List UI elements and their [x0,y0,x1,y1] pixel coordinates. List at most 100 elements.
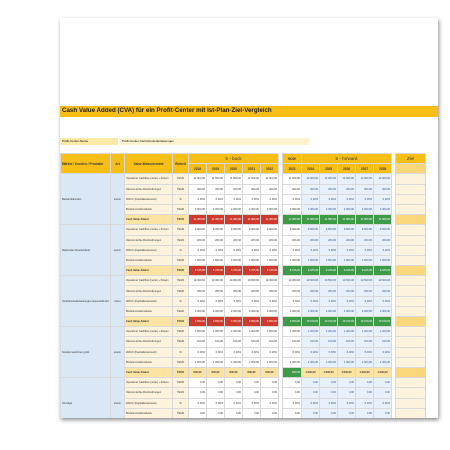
value-cell[interactable]: 1.500,00 [242,254,262,267]
value-cell[interactable]: 9.000,00 [206,224,226,236]
value-cell[interactable]: 0,00 [188,407,208,418]
now-cell[interactable]: 6,00% [282,397,303,409]
value-cell[interactable]: 250,00 [242,285,262,297]
value-cell[interactable]: 100,00 [242,336,262,348]
now-cell[interactable]: 1.000,00 [282,356,303,368]
ziel-cell[interactable] [395,356,427,368]
forecast-cell[interactable]: 10.150,00 [355,315,375,328]
forecast-cell[interactable]: 6,00% [337,346,357,358]
forecast-cell[interactable]: 6,00% [319,193,339,205]
forecast-cell[interactable]: 6,00% [301,346,321,358]
value-cell[interactable]: 0,00 [224,387,244,399]
forecast-cell[interactable]: 200,00 [301,234,321,246]
forecast-cell[interactable]: 0,00 [373,387,393,399]
value-cell[interactable]: 250,00 [188,285,208,297]
now-cell[interactable]: 2.000,00 [282,305,303,318]
now-cell[interactable]: 10.000,00 [282,275,303,287]
forecast-cell[interactable]: 5,00% [337,295,357,307]
value-cell[interactable]: 11.080,00 [224,214,244,226]
value-cell[interactable]: 11.500,00 [260,173,280,185]
value-cell[interactable]: 0,00 [188,387,208,399]
ziel-cell[interactable] [395,397,427,409]
value-cell[interactable]: 5,00% [188,295,208,307]
now-cell[interactable]: 250,00 [282,285,303,297]
value-cell[interactable]: 840,00 [188,366,208,379]
value-cell[interactable]: 2.000,00 [260,203,280,216]
forecast-cell[interactable]: 1.200,00 [301,326,321,338]
value-cell[interactable]: 100,00 [224,336,244,348]
value-cell[interactable]: 6,00% [188,193,208,205]
forecast-cell[interactable]: 6,00% [355,193,375,205]
value-cell[interactable]: 8.725,00 [242,265,262,277]
forecast-cell[interactable]: 9.500,00 [373,224,393,236]
forecast-cell[interactable]: 2.000,00 [337,305,357,318]
ziel-cell[interactable] [395,315,427,328]
value-cell[interactable]: 1.500,00 [206,254,226,267]
value-cell[interactable]: 5,00% [188,244,208,256]
ziel-cell[interactable] [395,346,427,358]
value-cell[interactable]: 0,00 [206,387,226,399]
value-cell[interactable]: 2.000,00 [188,203,208,216]
forecast-cell[interactable]: 300,00 [373,183,393,195]
value-cell[interactable]: 0,00 [224,407,244,418]
forecast-cell[interactable]: 10.500,00 [373,275,393,287]
forecast-cell[interactable]: 100,00 [373,336,393,348]
forecast-cell[interactable]: 6,00% [319,397,339,409]
ziel-cell[interactable] [395,173,427,185]
forecast-cell[interactable]: 6,00% [337,193,357,205]
value-cell[interactable]: 8.725,00 [188,265,208,277]
forecast-cell[interactable]: 11.580,00 [337,214,357,226]
value-cell[interactable]: 100,00 [206,336,226,348]
forecast-cell[interactable]: 1.500,00 [301,254,321,267]
forecast-cell[interactable]: 12.000,00 [355,173,375,185]
value-cell[interactable]: 2.000,00 [188,305,208,318]
forecast-cell[interactable]: 5,00% [373,244,393,256]
forecast-cell[interactable]: 10.500,00 [319,275,339,287]
forecast-cell[interactable]: 5,00% [319,295,339,307]
ziel-cell[interactable] [395,295,427,307]
value-cell[interactable]: 2.000,00 [224,203,244,216]
forecast-cell[interactable]: 5,00% [319,244,339,256]
forecast-cell[interactable]: 6,00% [373,346,393,358]
value-cell[interactable]: 1.000,00 [260,356,280,368]
value-cell[interactable]: 250,00 [206,285,226,297]
forecast-cell[interactable]: 2.000,00 [355,305,375,318]
forecast-cell[interactable]: 6,00% [301,193,321,205]
now-cell[interactable]: 9.000,00 [282,224,303,236]
now-cell[interactable]: 840,00 [282,366,303,379]
now-cell[interactable]: 1.000,00 [282,326,303,338]
value-cell[interactable]: 10.000,00 [260,275,280,287]
forecast-cell[interactable]: 1.000,00 [301,356,321,368]
forecast-cell[interactable]: 0,00 [337,387,357,399]
forecast-cell[interactable]: 5,00% [301,244,321,256]
forecast-cell[interactable]: 200,00 [373,234,393,246]
value-cell[interactable]: 1.000,00 [224,326,244,338]
ziel-cell[interactable] [395,275,427,287]
value-cell[interactable]: 9.650,00 [242,315,262,328]
forecast-cell[interactable]: 1.500,00 [373,254,393,267]
value-cell[interactable]: 1.000,00 [206,326,226,338]
value-cell[interactable]: 0,00 [242,387,262,399]
forecast-cell[interactable]: 0,00 [319,407,339,418]
value-cell[interactable]: 300,00 [242,183,262,195]
value-cell[interactable]: 100,00 [260,336,280,348]
now-cell[interactable]: 6,00% [282,346,303,358]
value-cell[interactable]: 0,00 [260,407,280,418]
forecast-cell[interactable]: 2.000,00 [301,203,321,216]
value-cell[interactable]: 1.000,00 [242,326,262,338]
ziel-cell[interactable] [395,224,427,236]
forecast-cell[interactable]: 10.500,00 [301,275,321,287]
forecast-cell[interactable]: 250,00 [337,285,357,297]
now-cell[interactable]: 1.500,00 [282,254,303,267]
forecast-cell[interactable]: 1.040,00 [373,366,393,379]
value-cell[interactable]: 6,00% [224,346,244,358]
forecast-cell[interactable]: 200,00 [355,234,375,246]
forecast-cell[interactable]: 250,00 [355,285,375,297]
forecast-cell[interactable]: 5,00% [301,295,321,307]
now-cell[interactable]: 9.650,00 [282,315,303,328]
value-cell[interactable]: 9.000,00 [260,224,280,236]
value-cell[interactable]: 11.080,00 [260,214,280,226]
forecast-cell[interactable]: 10.500,00 [355,275,375,287]
value-cell[interactable]: 9.650,00 [188,315,208,328]
now-cell[interactable]: 100,00 [282,336,303,348]
